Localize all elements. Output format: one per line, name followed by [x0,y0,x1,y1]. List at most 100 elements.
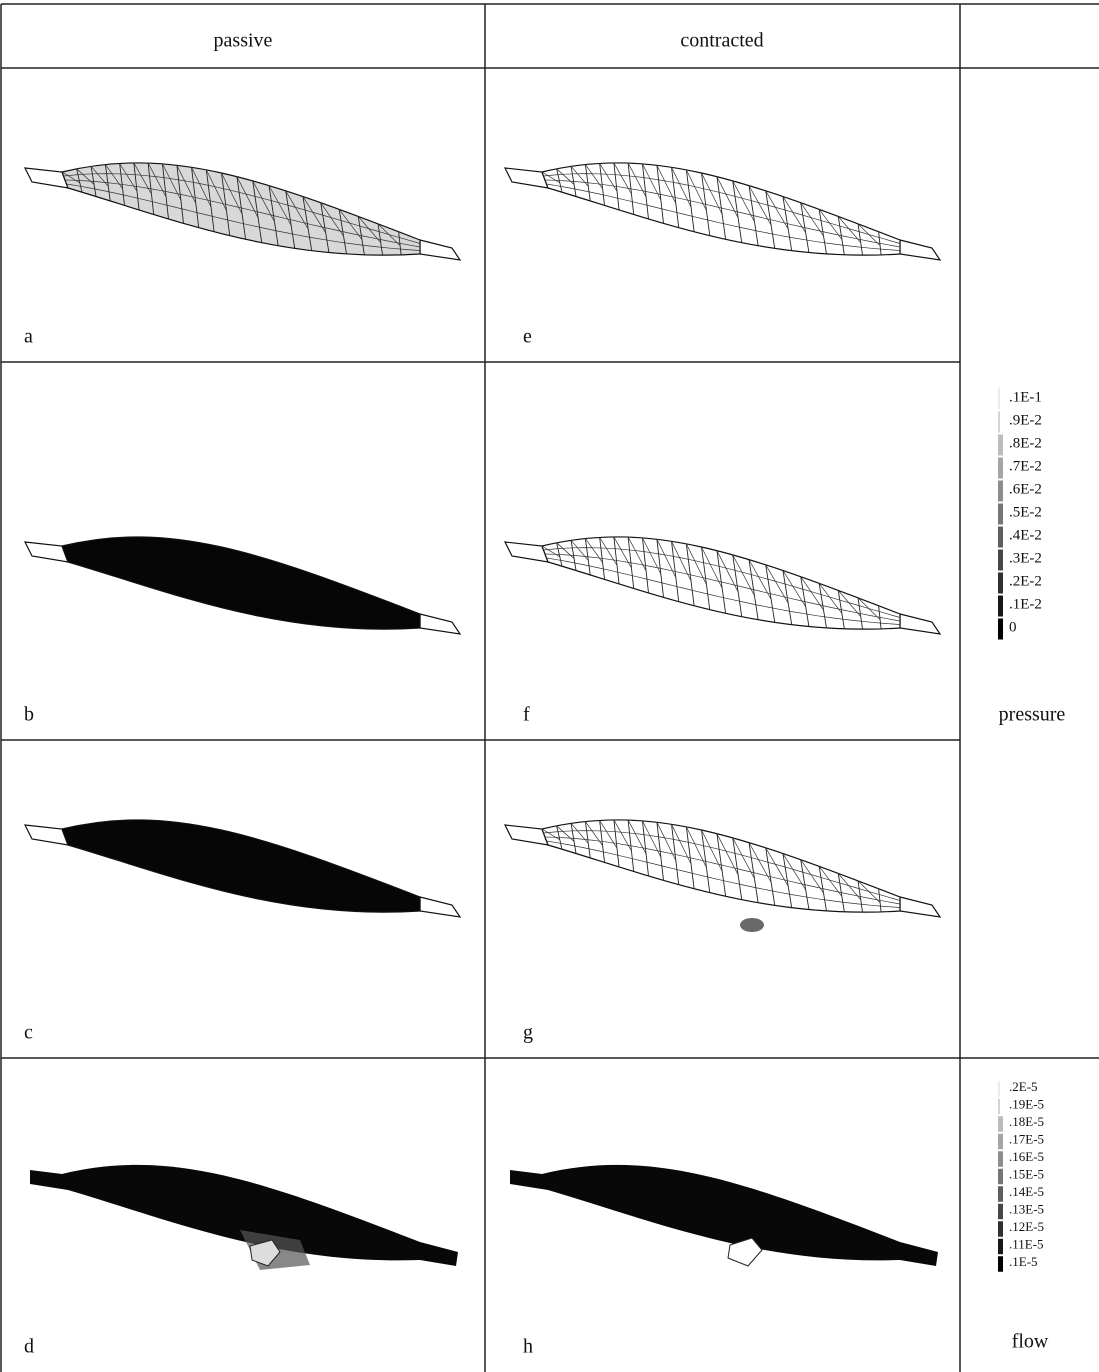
mesh-line [556,825,575,842]
mesh-line [556,168,575,185]
mesh-line [818,583,843,614]
legend-label: .4E-2 [1009,527,1042,543]
legend-label: .13E-5 [1009,1201,1044,1216]
legend-swatch [998,595,1003,617]
mesh-line [570,166,589,187]
legend-swatch [998,1186,1003,1202]
legend-label: .12E-5 [1009,1219,1044,1234]
mesh-line [543,830,901,901]
mesh-line [837,873,862,900]
legend-swatch [998,1203,1003,1220]
mesh-line [119,163,138,192]
flow-spot [727,1237,763,1267]
mesh-line [800,859,824,894]
legend-swatch [998,1256,1003,1272]
legend-swatch [998,1133,1003,1150]
mesh-line [544,179,901,248]
legend-label: .15E-5 [1009,1166,1044,1181]
panel-label: h [523,1336,533,1358]
mesh-line [544,553,901,622]
mesh-line [800,202,824,237]
legend-swatch [998,618,1003,640]
mesh-line [800,576,824,611]
mesh-line [546,557,901,625]
muscle [503,819,942,932]
mesh-line [546,840,901,908]
muscle [503,162,942,261]
legend-label: 0 [1009,619,1017,635]
legend-label: .11E-5 [1009,1236,1044,1251]
mesh-line [599,537,618,566]
legend-swatch [998,388,1000,410]
legend-swatch [998,1151,1003,1167]
panel-label: g [523,1022,533,1044]
muscle [503,536,942,635]
legend-label: .18E-5 [1009,1114,1044,1129]
mesh-line [541,171,561,184]
legend-label: .8E-2 [1009,435,1042,451]
mesh-line [543,173,901,244]
legend-label: .2E-2 [1009,573,1042,589]
panel-label: a [24,326,33,348]
mesh-line [320,202,344,237]
legend-swatch [998,572,1003,594]
legend-swatch [998,1238,1003,1255]
panel-label: f [523,704,530,726]
panel-label: d [24,1336,34,1358]
legend-label: .3E-2 [1009,550,1042,566]
mesh-line [837,216,862,243]
legend-label: .6E-2 [1009,481,1042,497]
panel-label: e [523,326,532,348]
legend-swatch [998,549,1003,571]
legend-swatch [998,1116,1003,1132]
mesh-line [818,866,843,897]
mesh-line [541,828,561,841]
legend-title: pressure [999,704,1066,726]
mesh-line [338,209,363,240]
mesh-line [818,209,843,240]
legend-swatch [998,1098,1000,1115]
muscle-body [510,1164,938,1266]
mesh-line [76,168,95,185]
mesh-line [543,547,901,618]
mesh-line [357,216,382,243]
legend-label: .19E-5 [1009,1096,1044,1111]
mesh-line [64,179,421,248]
mesh-line [90,166,109,187]
legend-label: .14E-5 [1009,1184,1044,1199]
panel-label: b [24,704,34,726]
legend-label: .9E-2 [1009,412,1042,428]
muscle-body [61,536,421,630]
legend-swatch [998,1221,1003,1237]
legend-swatch [998,1081,1000,1097]
mesh-line [585,821,603,846]
muscle [30,1164,458,1270]
mesh-line [541,545,561,558]
legend-label: .1E-5 [1009,1254,1038,1269]
legend-swatch [998,1168,1003,1185]
legend-label: .1E-2 [1009,596,1042,612]
legend-swatch [998,434,1003,456]
mesh-line [585,538,603,563]
mesh-line [556,542,575,559]
pressure-spot [740,918,764,932]
mesh-line [61,171,81,184]
mesh-line [599,163,618,192]
mesh-line [63,173,421,244]
table-borders [0,3,1099,1372]
legend-swatch [998,411,1000,433]
flow-spot [249,1239,281,1267]
mesh-line [66,183,421,251]
mesh-line [570,823,589,844]
legend-label: .5E-2 [1009,504,1042,520]
legend-label: .16E-5 [1009,1149,1044,1164]
muscle [23,162,462,261]
mesh-line [544,836,901,905]
legend-label: .2E-5 [1009,1079,1038,1094]
legend-swatch [998,526,1003,548]
column-header: contracted [680,30,763,52]
mesh-line [837,590,862,617]
legend-label: .1E-1 [1009,389,1042,405]
